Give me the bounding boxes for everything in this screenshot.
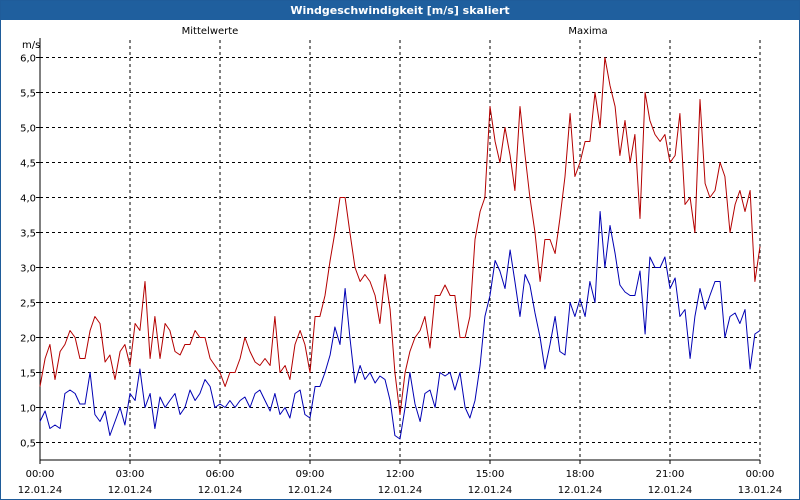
x-tick-date: 12.01.24 — [648, 485, 693, 496]
x-tick-date: 13.01.24 — [738, 485, 783, 496]
y-tick-label: 1,5 — [20, 369, 36, 380]
x-tick-date: 12.01.24 — [108, 485, 153, 496]
x-tick-time: 00:00 — [26, 469, 55, 480]
y-tick-label: 2,0 — [20, 334, 36, 345]
x-tick-time: 18:00 — [566, 469, 595, 480]
x-tick-date: 12.01.24 — [198, 485, 243, 496]
y-tick-label: 0,5 — [20, 439, 36, 450]
x-tick-date: 12.01.24 — [288, 485, 333, 496]
x-tick-date: 12.01.24 — [558, 485, 603, 496]
x-tick-time: 21:00 — [656, 469, 685, 480]
series — [39, 57, 761, 440]
mittelwerte-line — [39, 211, 761, 440]
axes: m/s 0,5 1,0 1,5 2,0 2,5 3,0 3,5 4,0 4,5 5,0 5,5 6,0… — [18, 38, 783, 496]
y-tick-label: 3,0 — [20, 264, 36, 275]
maxima-line — [39, 57, 761, 415]
x-tick-time: 15:00 — [476, 469, 505, 480]
y-axis-label: m/s — [22, 40, 40, 51]
grid — [39, 40, 761, 460]
y-tick-label: 4,0 — [20, 194, 36, 205]
x-tick-date: 12.01.24 — [18, 485, 63, 496]
chart-title: Windgeschwindigkeit [m/s] skaliert — [1, 1, 799, 20]
y-tick-label: 1,0 — [20, 404, 36, 415]
legend-mittelwerte: Mittelwerte — [182, 26, 239, 37]
y-tick-label: 5,5 — [20, 89, 36, 100]
x-tick-time: 06:00 — [206, 469, 235, 480]
x-tick-time: 09:00 — [296, 469, 325, 480]
y-tick-label: 4,5 — [20, 159, 36, 170]
x-tick-date: 12.01.24 — [468, 485, 513, 496]
legend: Mittelwerte Maxima — [182, 26, 608, 37]
x-tick-time: 00:00 — [746, 469, 775, 480]
x-tick-time: 03:00 — [116, 469, 145, 480]
x-tick-date: 12.01.24 — [378, 485, 423, 496]
legend-maxima: Maxima — [568, 26, 607, 37]
y-tick-label: 3,5 — [20, 229, 36, 240]
y-tick-label: 6,0 — [20, 54, 36, 65]
x-tick-time: 12:00 — [386, 469, 415, 480]
y-tick-label: 2,5 — [20, 299, 36, 310]
y-tick-label: 5,0 — [20, 124, 36, 135]
